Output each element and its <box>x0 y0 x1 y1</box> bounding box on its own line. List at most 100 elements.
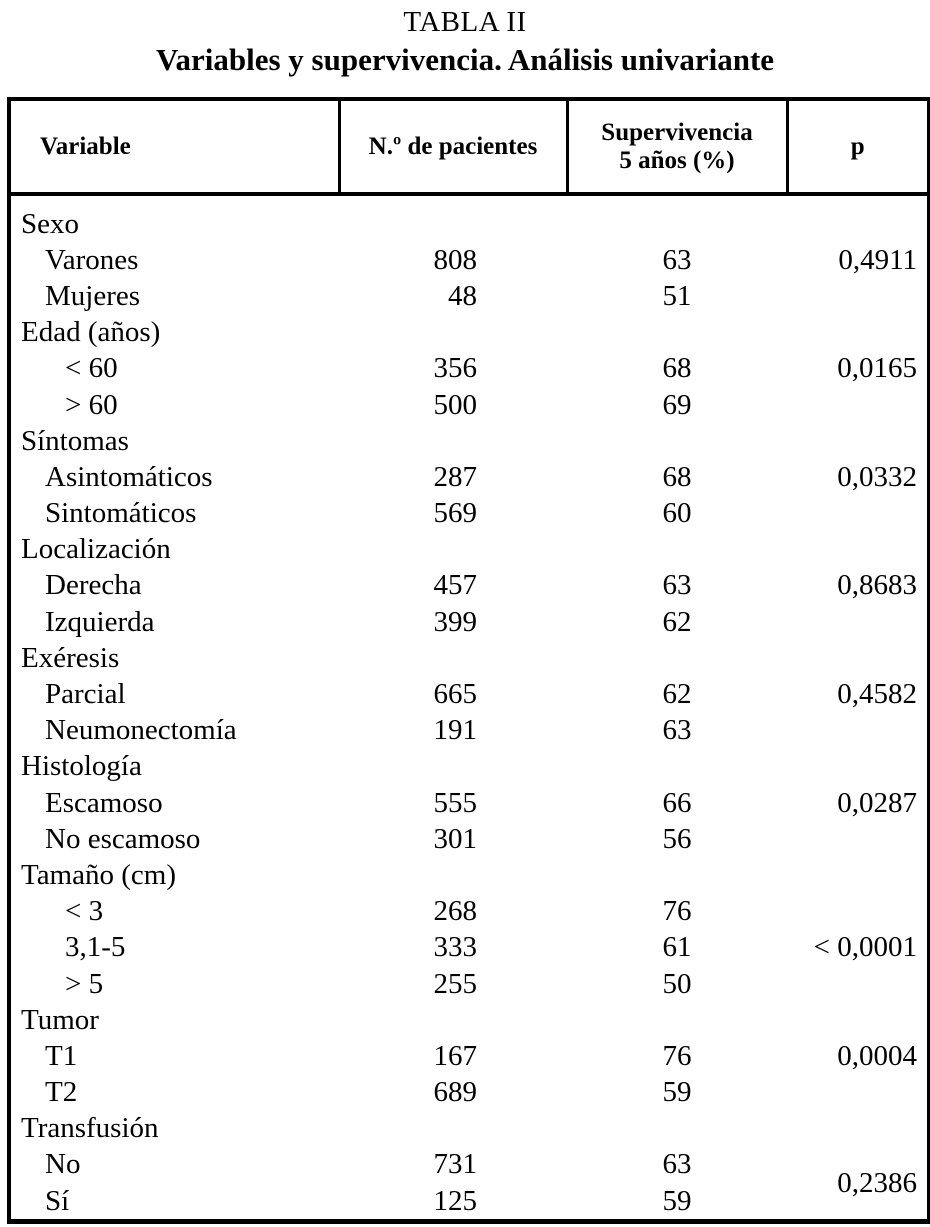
cell-variable: T2 <box>45 1076 78 1109</box>
cell-patients <box>339 857 567 893</box>
table-row: Síntomas <box>9 423 929 459</box>
table-row: Izquierda 399 62 <box>9 604 929 640</box>
table-row: Tamaño (cm) <box>9 857 929 893</box>
cell-variable: > 5 <box>65 967 104 1000</box>
table-row: > 5 255 50 <box>9 966 929 1002</box>
table-row: Asintomáticos 287 68 0,0332 <box>9 459 929 495</box>
cell-p-value <box>787 1002 929 1038</box>
column-header-variable: Variable <box>9 99 341 196</box>
cell-patients: 48 <box>448 279 477 312</box>
table-row: Neumonectomía 191 63 <box>9 713 929 749</box>
cell-patients: 301 <box>433 822 478 855</box>
table-row: < 3 268 76 <box>9 894 929 930</box>
cell-variable: No escamoso <box>45 822 201 855</box>
cell-p-value: 0,0004 <box>837 1039 917 1072</box>
cell-survival: 51 <box>662 279 692 312</box>
cell-patients: 665 <box>433 678 478 711</box>
cell-variable: 3,1-5 <box>65 931 126 964</box>
cell-p-value <box>787 713 929 749</box>
cell-patients: 191 <box>433 714 478 747</box>
cell-p-value <box>787 278 929 314</box>
cell-patients <box>339 315 567 351</box>
cell-survival <box>567 640 787 676</box>
table-row: Sí 125 59 <box>9 1183 929 1222</box>
column-header-survival: Supervivencia 5 años (%) <box>567 99 789 196</box>
table-row: < 60 356 68 0,0165 <box>9 351 929 387</box>
cell-variable: Derecha <box>45 569 142 602</box>
cell-patients: 287 <box>433 460 478 493</box>
cell-survival: 62 <box>662 605 692 638</box>
cell-p-value: < 0,0001 <box>813 931 917 964</box>
cell-patients: 268 <box>433 895 478 928</box>
cell-survival: 62 <box>662 678 692 711</box>
cell-survival <box>567 749 787 785</box>
table-header: Variable N.º de pacientes Supervivencia … <box>9 99 929 196</box>
cell-patients: 399 <box>433 605 478 638</box>
cell-p-value: 0,8683 <box>837 569 917 602</box>
cell-p-value <box>787 1075 929 1111</box>
cell-variable: Neumonectomía <box>45 714 237 747</box>
cell-variable: < 60 <box>65 352 118 385</box>
cell-survival: 68 <box>662 352 692 385</box>
cell-variable: Síntomas <box>21 424 129 457</box>
cell-p-value <box>787 604 929 640</box>
table-row: Edad (años) <box>9 315 929 351</box>
table-row: No escamoso 301 56 <box>9 821 929 857</box>
cell-survival: 59 <box>662 1076 692 1109</box>
cell-survival <box>567 857 787 893</box>
table-row: Sexo <box>9 194 929 242</box>
cell-p-value: 0,2386 <box>837 1166 917 1199</box>
cell-patients <box>339 1002 567 1038</box>
cell-patients: 167 <box>433 1039 478 1072</box>
cell-survival: 63 <box>662 569 692 602</box>
cell-variable: Localización <box>21 533 171 566</box>
cell-patients <box>339 423 567 459</box>
cell-patients: 569 <box>433 497 478 530</box>
cell-p-value <box>787 423 929 459</box>
cell-patients: 457 <box>433 569 478 602</box>
cell-survival <box>567 423 787 459</box>
cell-p-value <box>787 966 929 1002</box>
cell-survival: 69 <box>662 388 692 421</box>
table-body: Sexo Varones 808 63 0,4911 Mujeres 48 51 Edad (a… <box>9 194 929 1222</box>
cell-p-value: 0,4582 <box>837 678 917 711</box>
cell-variable: Izquierda <box>45 605 155 638</box>
cell-patients: 731 <box>433 1148 478 1181</box>
cell-patients <box>339 1111 567 1147</box>
table-row: Sintomáticos 569 60 <box>9 496 929 532</box>
cell-variable: Tamaño (cm) <box>21 858 176 891</box>
cell-variable: Mujeres <box>45 279 141 312</box>
cell-survival: 59 <box>662 1184 692 1217</box>
cell-survival <box>567 532 787 568</box>
table-row: T2 689 59 <box>9 1075 929 1111</box>
cell-p-value: 0,4911 <box>838 243 917 276</box>
cell-variable: Sí <box>45 1184 70 1217</box>
cell-p-value <box>787 857 929 893</box>
cell-p-value: 0,0332 <box>837 460 917 493</box>
cell-survival: 66 <box>662 786 692 819</box>
cell-survival: 61 <box>662 931 692 964</box>
table-row: Transfusión <box>9 1111 929 1147</box>
table-row: Histología <box>9 749 929 785</box>
cell-survival <box>567 315 787 351</box>
cell-patients <box>339 749 567 785</box>
cell-p-value <box>787 194 929 242</box>
cell-patients: 356 <box>433 352 478 385</box>
cell-p-value <box>787 749 929 785</box>
cell-variable: No <box>45 1148 81 1181</box>
cell-survival: 76 <box>662 895 692 928</box>
cell-p-value <box>787 894 929 930</box>
column-header-patients: N.º de pacientes <box>339 99 569 196</box>
cell-p-value <box>787 640 929 676</box>
table-row: 3,1-5 333 61 < 0,0001 <box>9 930 929 966</box>
cell-p-value: 0,0165 <box>837 352 917 385</box>
cell-variable: Escamoso <box>45 786 163 819</box>
cell-patients <box>339 532 567 568</box>
cell-survival: 68 <box>662 460 692 493</box>
table-row: No 731 63 0,2386 <box>9 1147 929 1197</box>
cell-p-value: 0,0287 <box>837 786 917 819</box>
cell-patients: 808 <box>433 243 478 276</box>
cell-variable: Edad (años) <box>21 316 161 349</box>
cell-survival: 60 <box>662 497 692 530</box>
